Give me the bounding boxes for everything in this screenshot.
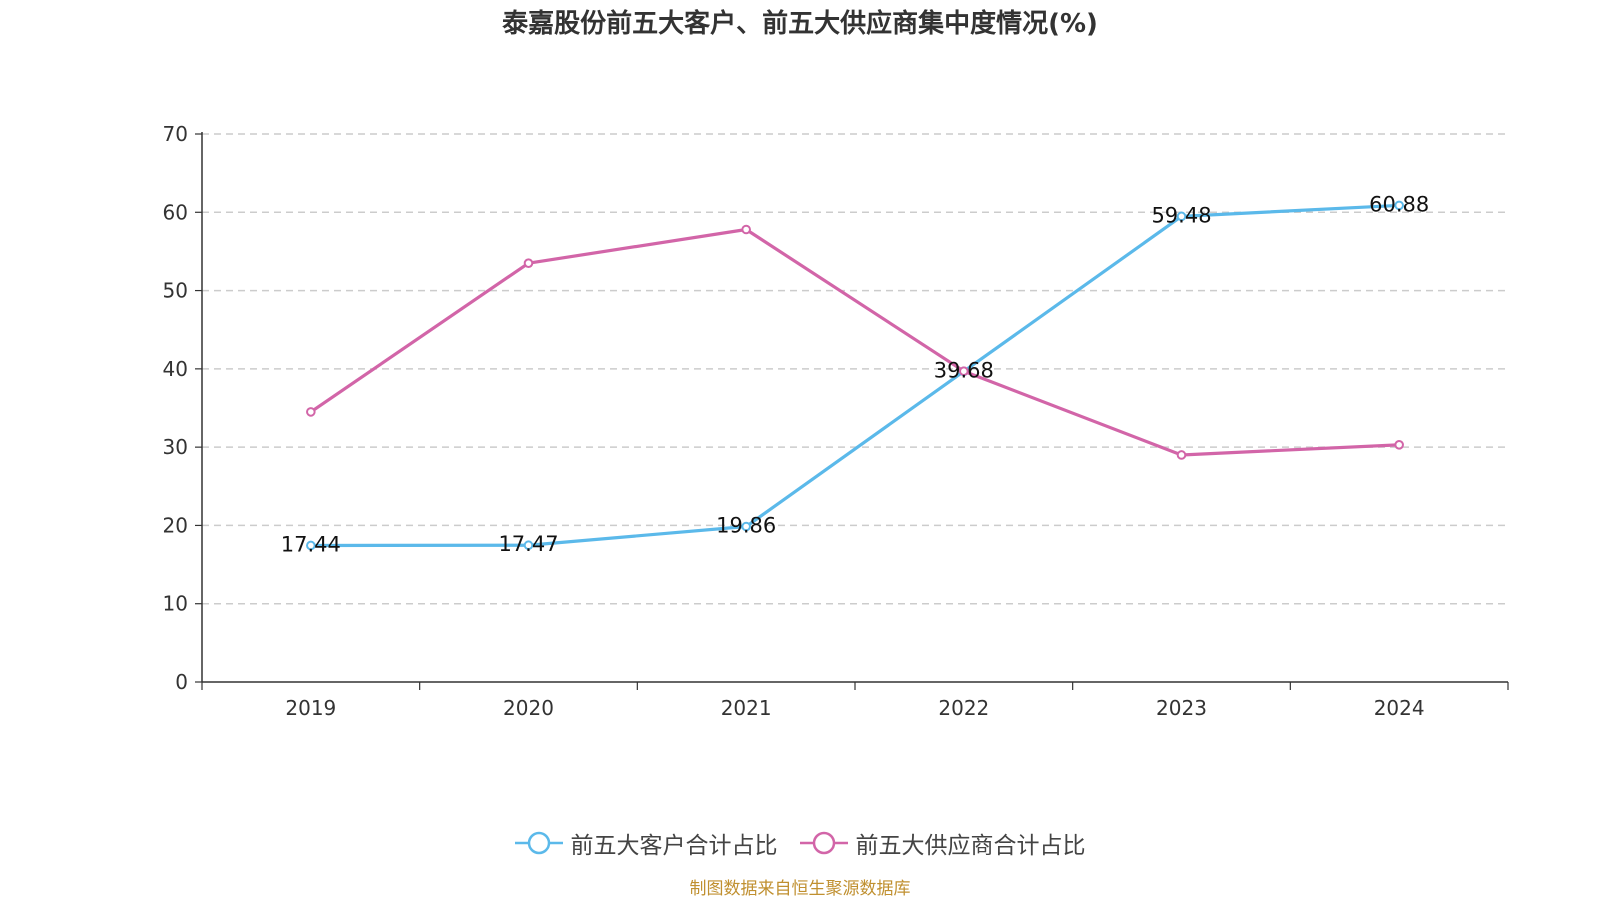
series-line-1	[309, 227, 1400, 457]
y-tick-label-30: 30	[163, 435, 188, 459]
series-lines	[306, 200, 1404, 551]
y-tick-label-0: 0	[175, 670, 188, 694]
series-0-point-2019[interactable]	[306, 540, 316, 551]
chart-title: 泰嘉股份前五大客户、前五大供应商集中度情况(%)	[502, 9, 1098, 39]
series-1-point-2020[interactable]	[523, 258, 534, 268]
y-tick-label-20: 20	[163, 513, 188, 537]
grid-lines	[202, 133, 1508, 605]
y-tick-label-50: 50	[163, 279, 188, 303]
data-label-2024: 60.88	[1369, 192, 1429, 216]
data-label-2022: 39.68	[934, 358, 994, 382]
legend-label-suppliers: 前五大供应商合计占比	[855, 833, 1086, 859]
y-tick-label-60: 60	[163, 200, 188, 224]
legend-customers-line-icon	[514, 831, 563, 855]
data-label-2021: 19.86	[716, 514, 776, 538]
x-tick-label-2023: 2023	[1156, 696, 1207, 720]
legend-label-customers: 前五大客户合计占比	[570, 833, 778, 859]
legend: 前五大客户合计占比 前五大供应商合计占比	[0, 826, 1600, 860]
data-labels: 17.44 17.47 19.86 39.68 59.48 60.88	[281, 192, 1429, 556]
series-0-point-2020[interactable]	[523, 540, 534, 551]
data-label-2019: 17.44	[281, 532, 341, 556]
legend-item-customers[interactable]: 前五大客户合计占比	[514, 826, 778, 860]
series-0-point-2023[interactable]	[1176, 211, 1187, 222]
series-1-point-2022[interactable]	[959, 366, 969, 377]
x-tick-label-2020: 2020	[503, 696, 554, 720]
x-tick-label-2019: 2019	[285, 696, 336, 720]
x-tick-label-2024: 2024	[1374, 696, 1425, 720]
data-label-2020: 17.47	[498, 532, 558, 556]
legend-suppliers-line-icon	[799, 831, 848, 855]
y-tick-label-10: 10	[163, 592, 188, 616]
axes: 0 10 20 30 40 50 60 70 2019 2020 2021 2022 2023 2024	[163, 122, 1509, 720]
series-line-0	[310, 203, 1400, 548]
data-label-2023: 59.48	[1151, 203, 1211, 227]
y-tick-label-70: 70	[163, 122, 188, 146]
legend-item-suppliers[interactable]: 前五大供应商合计占比	[799, 826, 1086, 860]
x-tick-label-2021: 2021	[721, 696, 772, 720]
series-1-point-2023[interactable]	[1176, 450, 1187, 460]
series-1-point-2021[interactable]	[741, 224, 751, 235]
series-1-point-2024[interactable]	[1394, 439, 1404, 450]
source-note: 制图数据来自恒生聚源数据库	[689, 879, 911, 899]
y-tick-label-40: 40	[163, 357, 188, 381]
series-1-point-2019[interactable]	[306, 407, 316, 417]
series-0-point-2024[interactable]	[1394, 200, 1404, 211]
x-tick-label-2022: 2022	[938, 696, 989, 720]
series-0-point-2021[interactable]	[741, 521, 751, 532]
